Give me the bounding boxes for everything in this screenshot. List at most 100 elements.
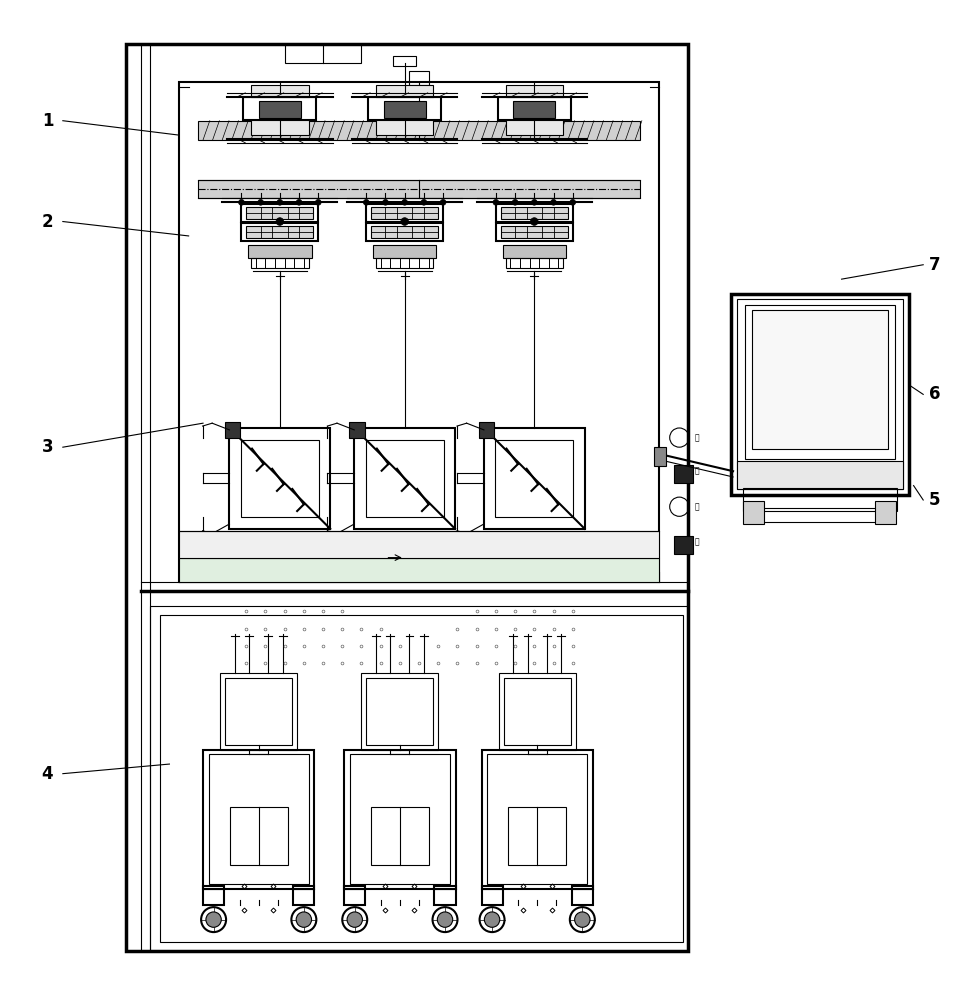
Bar	[393, 56, 416, 66]
Circle shape	[437, 912, 453, 927]
Bar	[248, 245, 312, 258]
Bar	[875, 501, 897, 524]
Text: 4: 4	[41, 765, 53, 783]
Text: 2: 2	[41, 213, 53, 231]
Bar	[506, 258, 563, 268]
Circle shape	[277, 199, 283, 205]
Bar	[179, 531, 659, 558]
Bar	[221, 673, 298, 750]
Bar	[504, 678, 571, 745]
Bar	[673, 465, 692, 483]
Bar	[503, 245, 566, 258]
Bar	[483, 428, 585, 529]
Circle shape	[382, 199, 388, 205]
Bar	[350, 754, 450, 884]
Bar	[737, 461, 903, 489]
Bar	[482, 750, 593, 889]
Bar	[376, 120, 433, 135]
Bar	[409, 71, 429, 85]
Circle shape	[440, 199, 446, 205]
Circle shape	[570, 199, 576, 205]
Bar	[126, 44, 688, 951]
Bar	[261, 534, 299, 542]
Bar	[150, 606, 688, 951]
Circle shape	[551, 199, 557, 205]
Bar	[150, 44, 688, 951]
Bar	[179, 558, 659, 582]
Bar	[376, 85, 433, 97]
Bar	[508, 807, 566, 865]
Bar	[285, 44, 361, 63]
Text: 模: 模	[694, 433, 699, 442]
Bar	[209, 754, 309, 884]
Circle shape	[363, 199, 369, 205]
Bar	[244, 97, 316, 120]
Bar	[496, 223, 573, 241]
Circle shape	[532, 199, 537, 205]
Circle shape	[401, 218, 408, 225]
Bar	[654, 447, 665, 466]
Bar	[371, 226, 438, 238]
Bar	[344, 750, 455, 889]
Circle shape	[531, 218, 538, 225]
Bar	[434, 886, 455, 905]
Bar	[247, 207, 314, 219]
Bar	[203, 886, 224, 905]
Bar	[229, 428, 330, 529]
Bar	[344, 886, 365, 905]
Bar	[225, 678, 293, 745]
Bar	[366, 223, 443, 241]
Bar	[750, 508, 890, 522]
Bar	[368, 97, 441, 120]
Bar	[366, 204, 443, 222]
Text: 1: 1	[41, 112, 53, 130]
Bar	[259, 101, 301, 118]
Bar	[242, 223, 318, 241]
Circle shape	[315, 199, 321, 205]
Bar	[354, 428, 455, 529]
Bar	[385, 534, 424, 542]
Bar	[251, 532, 309, 545]
Bar	[501, 226, 568, 238]
Text: 6: 6	[929, 385, 941, 403]
Bar	[179, 82, 659, 582]
Bar	[376, 258, 433, 268]
Bar	[744, 305, 896, 459]
Circle shape	[484, 912, 500, 927]
Circle shape	[206, 912, 221, 927]
Bar	[513, 101, 556, 118]
Bar	[294, 886, 315, 905]
Bar	[498, 97, 571, 120]
Circle shape	[258, 199, 264, 205]
Circle shape	[347, 912, 362, 927]
Text: 7: 7	[929, 256, 941, 274]
Bar	[224, 422, 240, 438]
Circle shape	[493, 199, 499, 205]
Bar	[251, 85, 309, 97]
Circle shape	[297, 199, 302, 205]
Bar	[482, 886, 503, 905]
Bar	[499, 673, 576, 750]
Bar	[366, 440, 444, 517]
Circle shape	[239, 199, 245, 205]
Circle shape	[276, 218, 284, 225]
Bar	[506, 120, 563, 135]
Bar	[742, 488, 898, 511]
Bar	[373, 245, 436, 258]
Bar	[383, 101, 426, 118]
Text: 标: 标	[694, 502, 699, 511]
Bar	[241, 440, 319, 517]
Bar	[572, 886, 593, 905]
Bar	[247, 226, 314, 238]
Circle shape	[402, 199, 407, 205]
Bar	[506, 85, 563, 97]
Circle shape	[575, 912, 590, 927]
Bar	[141, 44, 688, 951]
Bar	[361, 673, 438, 750]
Text: 3: 3	[41, 438, 53, 456]
Bar	[376, 532, 433, 545]
Bar	[737, 299, 903, 489]
Bar	[350, 422, 365, 438]
Bar	[198, 180, 640, 198]
Bar	[515, 534, 554, 542]
